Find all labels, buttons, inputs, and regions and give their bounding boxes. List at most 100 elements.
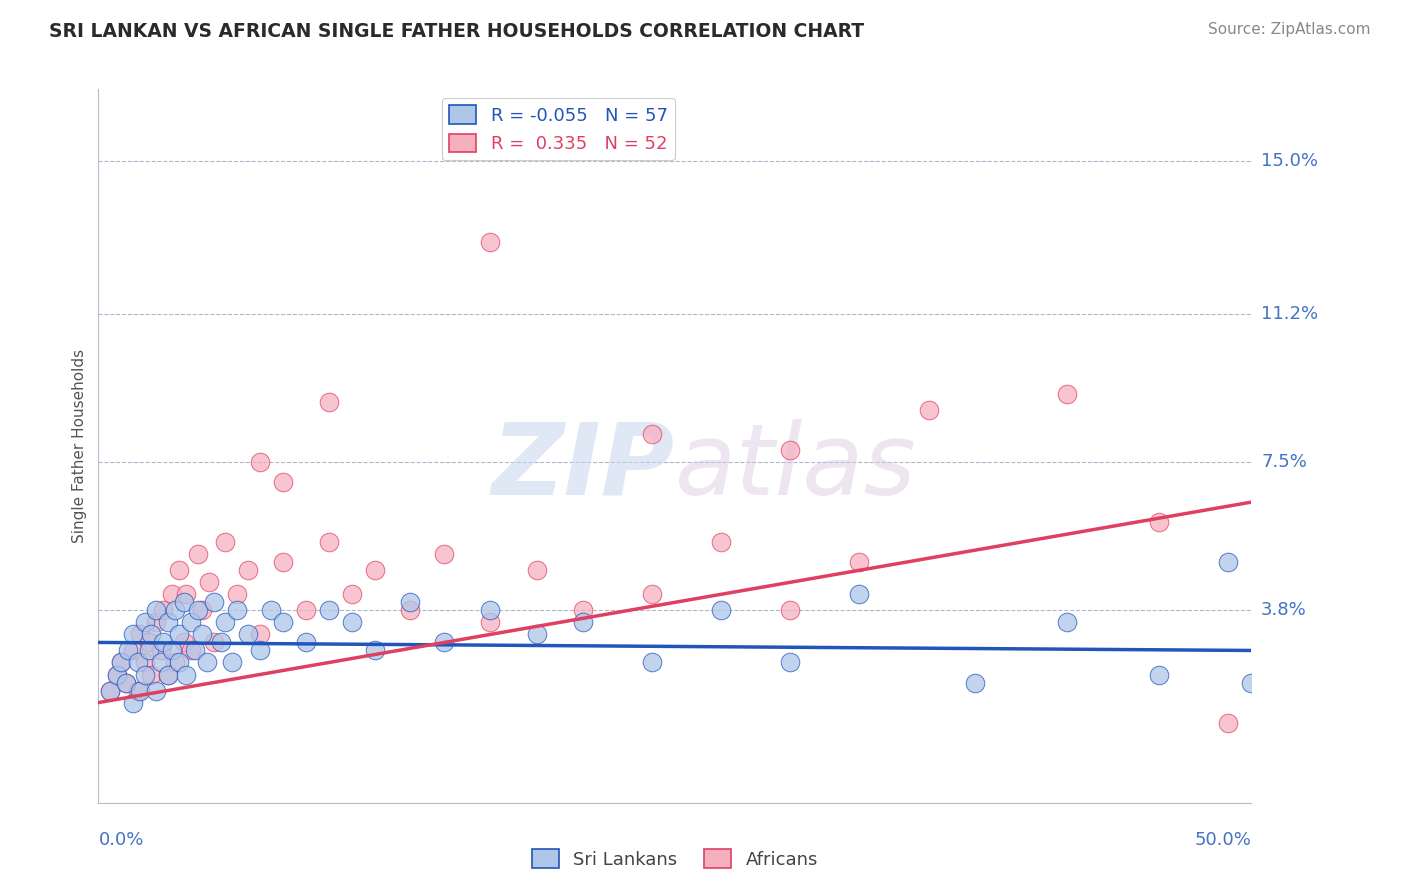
Point xyxy=(209,635,232,649)
Point xyxy=(122,696,145,710)
Y-axis label: Single Father Households: Single Father Households xyxy=(72,349,87,543)
Point xyxy=(138,643,160,657)
Point xyxy=(156,667,179,681)
Point xyxy=(225,587,247,601)
Point xyxy=(167,656,190,670)
Text: 3.8%: 3.8% xyxy=(1261,601,1306,619)
Point xyxy=(180,643,202,657)
Point xyxy=(238,563,260,577)
Point xyxy=(195,656,218,670)
Point xyxy=(127,683,149,698)
Point xyxy=(149,656,172,670)
Point xyxy=(526,563,548,577)
Point xyxy=(163,656,186,670)
Point xyxy=(260,603,283,617)
Point xyxy=(249,627,271,641)
Point xyxy=(1147,667,1170,681)
Point xyxy=(134,656,156,670)
Point xyxy=(156,667,179,681)
Point xyxy=(433,635,456,649)
Point xyxy=(163,603,186,617)
Point xyxy=(318,603,340,617)
Text: 11.2%: 11.2% xyxy=(1261,305,1319,323)
Point xyxy=(141,627,163,641)
Point xyxy=(779,656,801,670)
Point xyxy=(479,603,502,617)
Point xyxy=(249,643,271,657)
Point xyxy=(249,455,271,469)
Point xyxy=(110,656,132,670)
Point xyxy=(98,683,121,698)
Point xyxy=(167,627,190,641)
Point xyxy=(141,667,163,681)
Point xyxy=(1147,515,1170,529)
Legend: Sri Lankans, Africans: Sri Lankans, Africans xyxy=(524,842,825,876)
Point xyxy=(710,603,733,617)
Point xyxy=(271,615,294,630)
Point xyxy=(187,603,209,617)
Point xyxy=(1056,387,1078,401)
Point xyxy=(710,535,733,549)
Point xyxy=(129,627,152,641)
Point xyxy=(214,615,236,630)
Point xyxy=(963,675,986,690)
Point xyxy=(526,627,548,641)
Text: ZIP: ZIP xyxy=(492,419,675,516)
Point xyxy=(318,395,340,409)
Point xyxy=(105,667,128,681)
Point xyxy=(180,615,202,630)
Point xyxy=(340,587,363,601)
Point xyxy=(105,667,128,681)
Point xyxy=(1218,715,1240,730)
Point xyxy=(271,475,294,489)
Text: 0.0%: 0.0% xyxy=(98,830,143,848)
Point xyxy=(98,683,121,698)
Point xyxy=(202,595,225,609)
Point xyxy=(779,603,801,617)
Point xyxy=(115,675,138,690)
Point xyxy=(364,563,387,577)
Point xyxy=(225,603,247,617)
Point xyxy=(191,627,214,641)
Point xyxy=(641,427,664,442)
Point xyxy=(917,403,939,417)
Text: 15.0%: 15.0% xyxy=(1261,153,1317,170)
Text: 50.0%: 50.0% xyxy=(1195,830,1251,848)
Point xyxy=(214,535,236,549)
Point xyxy=(134,667,156,681)
Point xyxy=(138,635,160,649)
Point xyxy=(1218,555,1240,569)
Text: SRI LANKAN VS AFRICAN SINGLE FATHER HOUSEHOLDS CORRELATION CHART: SRI LANKAN VS AFRICAN SINGLE FATHER HOUS… xyxy=(49,22,865,41)
Point xyxy=(364,643,387,657)
Point xyxy=(1240,675,1263,690)
Point xyxy=(238,627,260,641)
Point xyxy=(479,235,502,249)
Point xyxy=(398,603,420,617)
Point xyxy=(122,627,145,641)
Point xyxy=(122,643,145,657)
Point xyxy=(271,555,294,569)
Text: 7.5%: 7.5% xyxy=(1261,453,1308,471)
Point xyxy=(295,603,318,617)
Point xyxy=(145,683,167,698)
Point xyxy=(127,656,149,670)
Point xyxy=(398,595,420,609)
Text: Source: ZipAtlas.com: Source: ZipAtlas.com xyxy=(1208,22,1371,37)
Point xyxy=(571,603,593,617)
Point xyxy=(160,643,183,657)
Point xyxy=(134,615,156,630)
Point xyxy=(571,615,593,630)
Text: atlas: atlas xyxy=(675,419,917,516)
Point xyxy=(221,656,243,670)
Point xyxy=(129,683,152,698)
Point xyxy=(152,603,174,617)
Point xyxy=(848,555,870,569)
Point xyxy=(479,615,502,630)
Point xyxy=(115,675,138,690)
Point xyxy=(433,547,456,561)
Point xyxy=(145,615,167,630)
Point xyxy=(174,667,197,681)
Point xyxy=(152,635,174,649)
Point xyxy=(1056,615,1078,630)
Point xyxy=(145,603,167,617)
